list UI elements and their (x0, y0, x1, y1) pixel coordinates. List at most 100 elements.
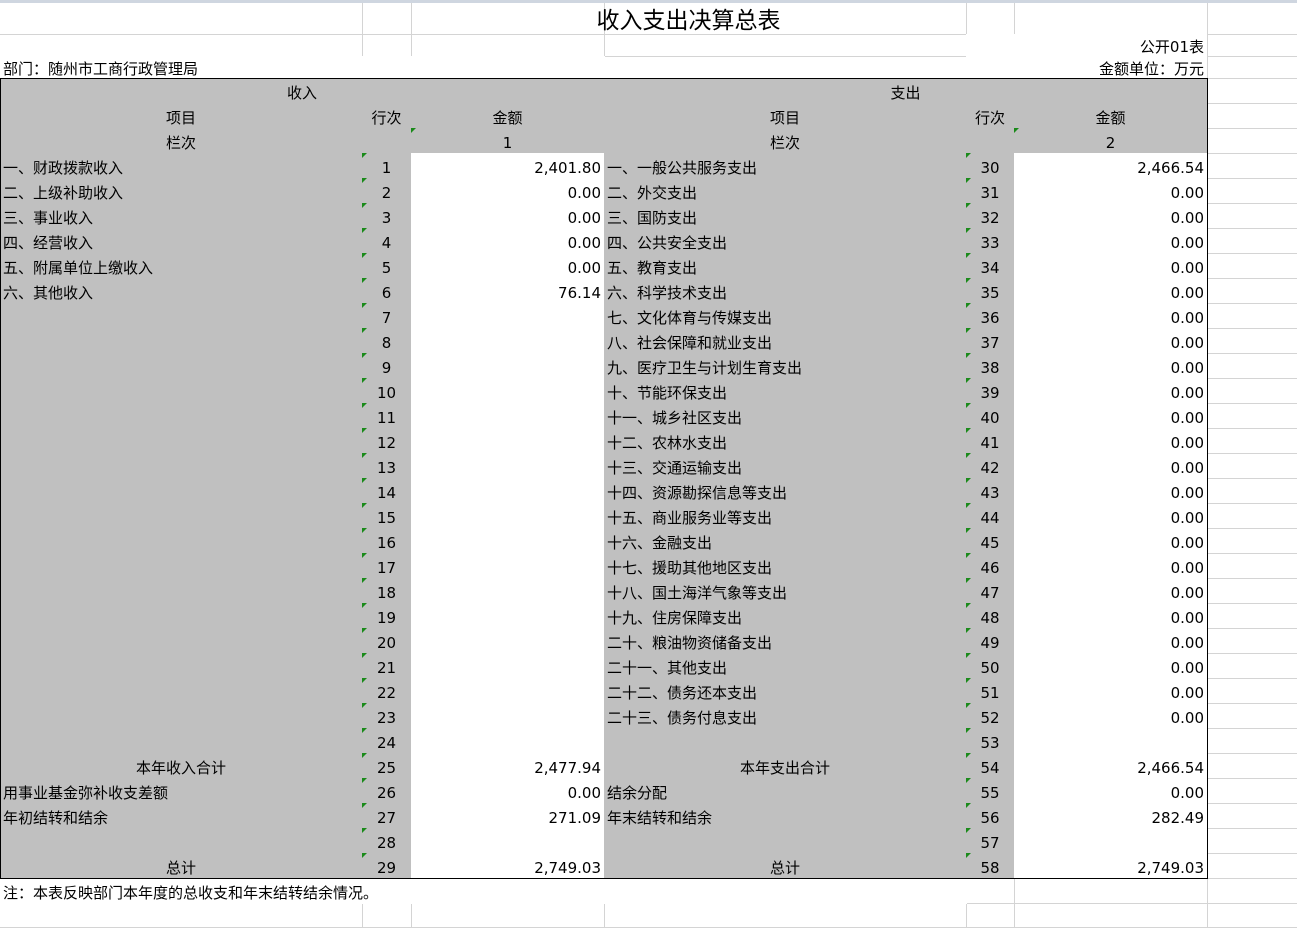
grid-cell[interactable] (1207, 653, 1297, 679)
income-amount[interactable] (411, 403, 605, 429)
income-amount[interactable] (411, 703, 605, 729)
income-amount[interactable] (411, 303, 605, 329)
grid-cell[interactable] (1207, 778, 1297, 804)
grid-cell[interactable] (1207, 478, 1297, 504)
grid-cell[interactable] (1207, 253, 1297, 279)
grid-cell[interactable] (1207, 353, 1297, 379)
expense-amount[interactable]: 0.00 (1014, 553, 1208, 579)
expense-amount[interactable]: 0.00 (1014, 353, 1208, 379)
grid-cell[interactable] (604, 56, 967, 79)
income-amount[interactable] (411, 378, 605, 404)
expense-amount[interactable]: 0.00 (1014, 778, 1208, 804)
grid-cell[interactable] (966, 903, 1015, 928)
grid-cell[interactable] (1207, 378, 1297, 404)
grid-cell[interactable] (411, 34, 605, 57)
grid-cell[interactable] (604, 903, 967, 928)
grid-cell[interactable] (1014, 903, 1208, 928)
grid-cell[interactable] (604, 3, 967, 35)
expense-amount[interactable]: 0.00 (1014, 328, 1208, 354)
expense-amount[interactable]: 0.00 (1014, 528, 1208, 554)
expense-amount[interactable]: 0.00 (1014, 628, 1208, 654)
income-amount[interactable]: 0.00 (411, 228, 605, 254)
income-amount[interactable] (411, 428, 605, 454)
grid-cell[interactable] (1207, 34, 1297, 57)
expense-amount[interactable]: 0.00 (1014, 503, 1208, 529)
expense-amount[interactable]: 2,466.54 (1014, 753, 1208, 779)
grid-cell[interactable] (1207, 78, 1297, 104)
grid-cell[interactable] (1014, 878, 1208, 904)
expense-amount[interactable]: 0.00 (1014, 703, 1208, 729)
grid-cell[interactable] (362, 34, 412, 57)
grid-cell[interactable] (1207, 278, 1297, 304)
expense-amount[interactable]: 0.00 (1014, 603, 1208, 629)
grid-cell[interactable] (1207, 528, 1297, 554)
income-amount[interactable]: 271.09 (411, 803, 605, 829)
income-amount[interactable] (411, 553, 605, 579)
grid-cell[interactable] (1207, 603, 1297, 629)
grid-cell[interactable] (1207, 403, 1297, 429)
expense-amount[interactable]: 0.00 (1014, 578, 1208, 604)
income-amount[interactable] (411, 828, 605, 854)
expense-amount[interactable]: 0.00 (1014, 678, 1208, 704)
expense-amount[interactable]: 0.00 (1014, 178, 1208, 204)
income-amount[interactable] (411, 728, 605, 754)
income-amount[interactable]: 0.00 (411, 778, 605, 804)
grid-cell[interactable] (1207, 503, 1297, 529)
expense-amount[interactable]: 0.00 (1014, 228, 1208, 254)
grid-cell[interactable] (1207, 903, 1297, 928)
income-amount[interactable]: 2,401.80 (411, 153, 605, 179)
grid-cell[interactable] (1207, 628, 1297, 654)
income-amount[interactable]: 2,477.94 (411, 753, 605, 779)
grid-cell[interactable] (1207, 878, 1297, 904)
expense-amount[interactable]: 282.49 (1014, 803, 1208, 829)
expense-amount[interactable]: 0.00 (1014, 378, 1208, 404)
income-amount[interactable] (411, 628, 605, 654)
grid-cell[interactable] (1207, 103, 1297, 129)
grid-cell[interactable] (362, 903, 412, 928)
expense-amount[interactable]: 0.00 (1014, 303, 1208, 329)
income-amount[interactable] (411, 578, 605, 604)
income-amount[interactable] (411, 328, 605, 354)
income-amount[interactable]: 0.00 (411, 203, 605, 229)
expense-amount[interactable]: 0.00 (1014, 203, 1208, 229)
expense-amount[interactable]: 0.00 (1014, 478, 1208, 504)
grid-cell[interactable] (1207, 3, 1297, 35)
expense-amount[interactable]: 0.00 (1014, 428, 1208, 454)
expense-amount[interactable]: 2,749.03 (1014, 853, 1208, 879)
grid-cell[interactable] (411, 3, 605, 35)
income-amount[interactable] (411, 653, 605, 679)
grid-cell[interactable] (362, 3, 412, 35)
grid-cell[interactable] (1207, 153, 1297, 179)
grid-cell[interactable] (0, 3, 363, 35)
grid-cell[interactable] (1207, 578, 1297, 604)
grid-cell[interactable] (1207, 828, 1297, 854)
income-amount[interactable]: 0.00 (411, 178, 605, 204)
income-amount[interactable]: 2,749.03 (411, 853, 605, 879)
expense-amount[interactable]: 0.00 (1014, 278, 1208, 304)
grid-cell[interactable] (1207, 128, 1297, 154)
grid-cell[interactable] (1207, 178, 1297, 204)
expense-amount[interactable]: 0.00 (1014, 453, 1208, 479)
income-amount[interactable] (411, 353, 605, 379)
grid-cell[interactable] (1207, 803, 1297, 829)
grid-cell[interactable] (1207, 728, 1297, 754)
grid-cell[interactable] (1207, 678, 1297, 704)
expense-amount[interactable]: 0.00 (1014, 653, 1208, 679)
grid-cell[interactable] (604, 34, 967, 57)
grid-cell[interactable] (1207, 453, 1297, 479)
income-amount[interactable] (411, 503, 605, 529)
expense-amount[interactable] (1014, 828, 1208, 854)
grid-cell[interactable] (1207, 553, 1297, 579)
grid-cell[interactable] (1207, 753, 1297, 779)
grid-cell[interactable] (1207, 56, 1297, 79)
grid-cell[interactable] (0, 34, 363, 57)
income-amount[interactable] (411, 478, 605, 504)
expense-amount[interactable]: 0.00 (1014, 253, 1208, 279)
expense-amount[interactable] (1014, 728, 1208, 754)
income-amount[interactable] (411, 603, 605, 629)
grid-cell[interactable] (1014, 3, 1208, 35)
income-amount[interactable]: 0.00 (411, 253, 605, 279)
income-amount[interactable] (411, 678, 605, 704)
grid-cell[interactable] (1207, 428, 1297, 454)
grid-cell[interactable] (0, 903, 363, 928)
